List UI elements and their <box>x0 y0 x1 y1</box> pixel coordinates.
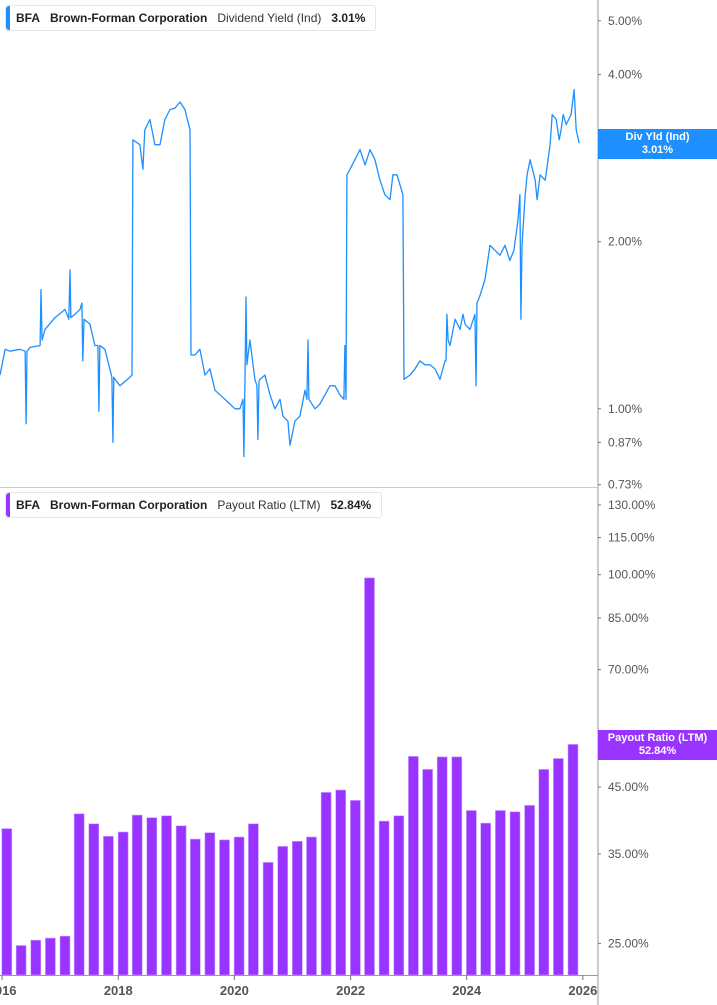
payout-bar <box>553 758 564 976</box>
legend-color-swatch <box>6 493 10 517</box>
payout-bar <box>59 935 71 976</box>
legend-metric: Dividend Yield (Ind) <box>217 11 322 25</box>
payout-bar <box>422 769 433 976</box>
payout-bar <box>408 756 419 976</box>
last-label-value: 3.01% <box>641 144 674 156</box>
x-axis-tick-label: 2018 <box>104 983 133 998</box>
payout-bar <box>306 836 317 976</box>
payout-axis-tick-label: 25.00% <box>608 936 649 950</box>
yield-axis-tick-label: 0.87% <box>608 435 642 449</box>
yield-axis-tick-label: 2.00% <box>608 235 642 249</box>
payout-bar <box>524 805 535 976</box>
payout-bar <box>248 823 259 976</box>
x-axis-tick-label: 2020 <box>220 983 249 998</box>
last-label-name: Payout Ratio (LTM) <box>607 732 708 744</box>
top-legend: BFA Brown-Forman Corporation Dividend Yi… <box>5 5 377 31</box>
legend-metric: Payout Ratio (LTM) <box>217 498 321 512</box>
payout-bar <box>175 825 187 976</box>
payout-bar <box>466 810 477 976</box>
payout-bar <box>378 820 390 976</box>
payout-axis-tick-label: 85.00% <box>608 611 649 625</box>
payout-axis-tick-label: 45.00% <box>608 780 649 794</box>
payout-bar <box>233 836 245 976</box>
payout-bar <box>567 744 579 976</box>
payout-bar <box>146 817 158 976</box>
x-axis-tick-label: 2022 <box>336 983 365 998</box>
payout-bar <box>320 792 332 976</box>
payout-bar <box>393 815 405 976</box>
payout-bar <box>219 839 230 976</box>
payout-bar <box>190 838 201 976</box>
payout-bar <box>161 815 172 976</box>
payout-bar <box>103 835 114 976</box>
payout-bar <box>509 811 521 976</box>
legend-ticker: BFA <box>16 11 40 25</box>
payout-bar <box>277 846 289 976</box>
legend-value: 3.01% <box>331 11 366 25</box>
payout-bar <box>538 769 550 976</box>
yield-axis-tick-label: 4.00% <box>608 68 642 82</box>
payout-bar <box>73 813 85 976</box>
bottom-legend: BFA Brown-Forman Corporation Payout Rati… <box>5 492 383 518</box>
payout-bar <box>291 840 303 976</box>
payout-ratio-plot <box>1 577 579 976</box>
payout-bar <box>117 831 129 976</box>
payout-bar <box>262 862 274 976</box>
legend-value: 52.84% <box>330 498 372 512</box>
payout-bar <box>364 577 375 976</box>
payout-axis-tick-label: 130.00% <box>608 498 656 512</box>
x-axis-tick-label: 2016 <box>0 983 17 998</box>
payout-axis-tick-label: 115.00% <box>608 531 655 545</box>
payout-bar <box>15 945 27 976</box>
last-label-name: Div Yld (Ind) <box>625 131 690 143</box>
payout-bar <box>88 823 100 976</box>
payout-bar <box>451 756 463 976</box>
payout-bar <box>436 756 448 976</box>
yield-last-value-label: Div Yld (Ind) 3.01% <box>598 129 717 159</box>
legend-company: Brown-Forman Corporation <box>50 498 208 512</box>
payout-bar <box>204 832 216 976</box>
last-label-value: 52.84% <box>638 745 677 757</box>
payout-bar <box>495 810 506 976</box>
legend-company: Brown-Forman Corporation <box>50 11 208 25</box>
yield-axis-tick-label: 5.00% <box>608 14 642 28</box>
axes: 5.00%4.00%3.00%2.00%1.00%0.87%0.73%130.0… <box>0 0 656 1005</box>
payout-axis-tick-label: 100.00% <box>608 568 656 582</box>
yield-line <box>0 88 580 458</box>
payout-bar <box>45 937 56 976</box>
dividend-yield-plot <box>0 88 580 458</box>
payout-bar <box>131 814 143 976</box>
yield-axis-tick-label: 1.00% <box>608 402 642 416</box>
x-axis-tick-label: 2026 <box>568 983 597 998</box>
payout-bar <box>335 789 347 976</box>
legend-ticker: BFA <box>16 498 40 512</box>
payout-bar <box>350 800 361 976</box>
payout-bar <box>480 822 492 976</box>
payout-bar <box>1 828 13 976</box>
legend-color-swatch <box>6 6 10 30</box>
x-axis-tick-label: 2024 <box>452 983 482 998</box>
payout-bar <box>30 939 42 976</box>
payout-axis-tick-label: 70.00% <box>608 663 649 677</box>
payout-axis-tick-label: 35.00% <box>608 847 649 861</box>
yield-axis-tick-label: 0.73% <box>608 478 642 492</box>
payout-last-value-label: Payout Ratio (LTM) 52.84% <box>598 730 717 760</box>
